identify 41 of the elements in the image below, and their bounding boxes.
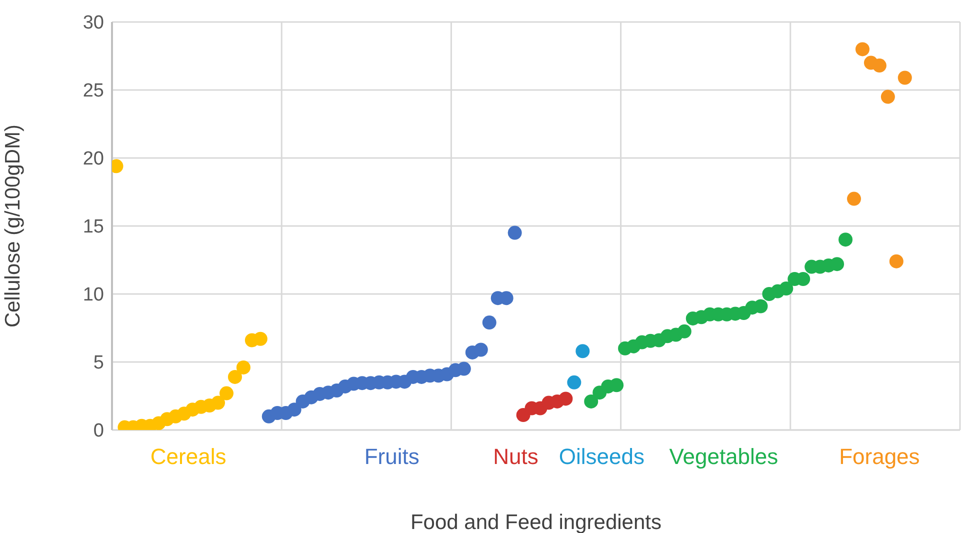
point <box>567 375 582 390</box>
y-tick-label: 5 <box>93 352 104 374</box>
point <box>872 58 886 73</box>
point <box>219 386 234 400</box>
point <box>456 362 471 376</box>
y-tick-label: 25 <box>82 80 104 102</box>
point <box>889 254 904 268</box>
point <box>610 378 624 392</box>
point <box>838 232 853 247</box>
point <box>211 396 225 410</box>
y-tick-label: 20 <box>82 148 104 170</box>
point <box>584 394 598 408</box>
text: Fruits <box>363 444 420 470</box>
point <box>677 324 692 338</box>
y-tick-label: 0 <box>93 420 104 442</box>
point <box>253 332 268 346</box>
point <box>474 342 488 357</box>
text: Forages <box>838 444 921 470</box>
point <box>287 402 302 417</box>
y-tick-label: 30 <box>82 12 104 34</box>
point <box>898 70 912 85</box>
point <box>576 344 590 358</box>
point <box>754 299 768 314</box>
point <box>508 226 522 240</box>
point <box>855 42 870 56</box>
point <box>236 360 250 374</box>
text: Vegetables <box>668 444 780 470</box>
text: Oilseeds <box>558 444 646 470</box>
series-label: Nuts <box>492 444 540 470</box>
point <box>228 370 242 384</box>
y-tick-label: 10 <box>82 284 104 306</box>
series-label: Cereals <box>149 444 228 470</box>
point <box>847 192 861 206</box>
y-axis-title: Cellulose (g/100gDM) <box>1 124 24 328</box>
x-axis-title: Food and Feed ingredients <box>410 511 662 533</box>
point <box>779 282 794 296</box>
point <box>880 90 895 104</box>
point <box>558 392 573 406</box>
point <box>830 257 844 272</box>
point <box>482 316 496 330</box>
y-tick-label: 15 <box>82 216 104 238</box>
